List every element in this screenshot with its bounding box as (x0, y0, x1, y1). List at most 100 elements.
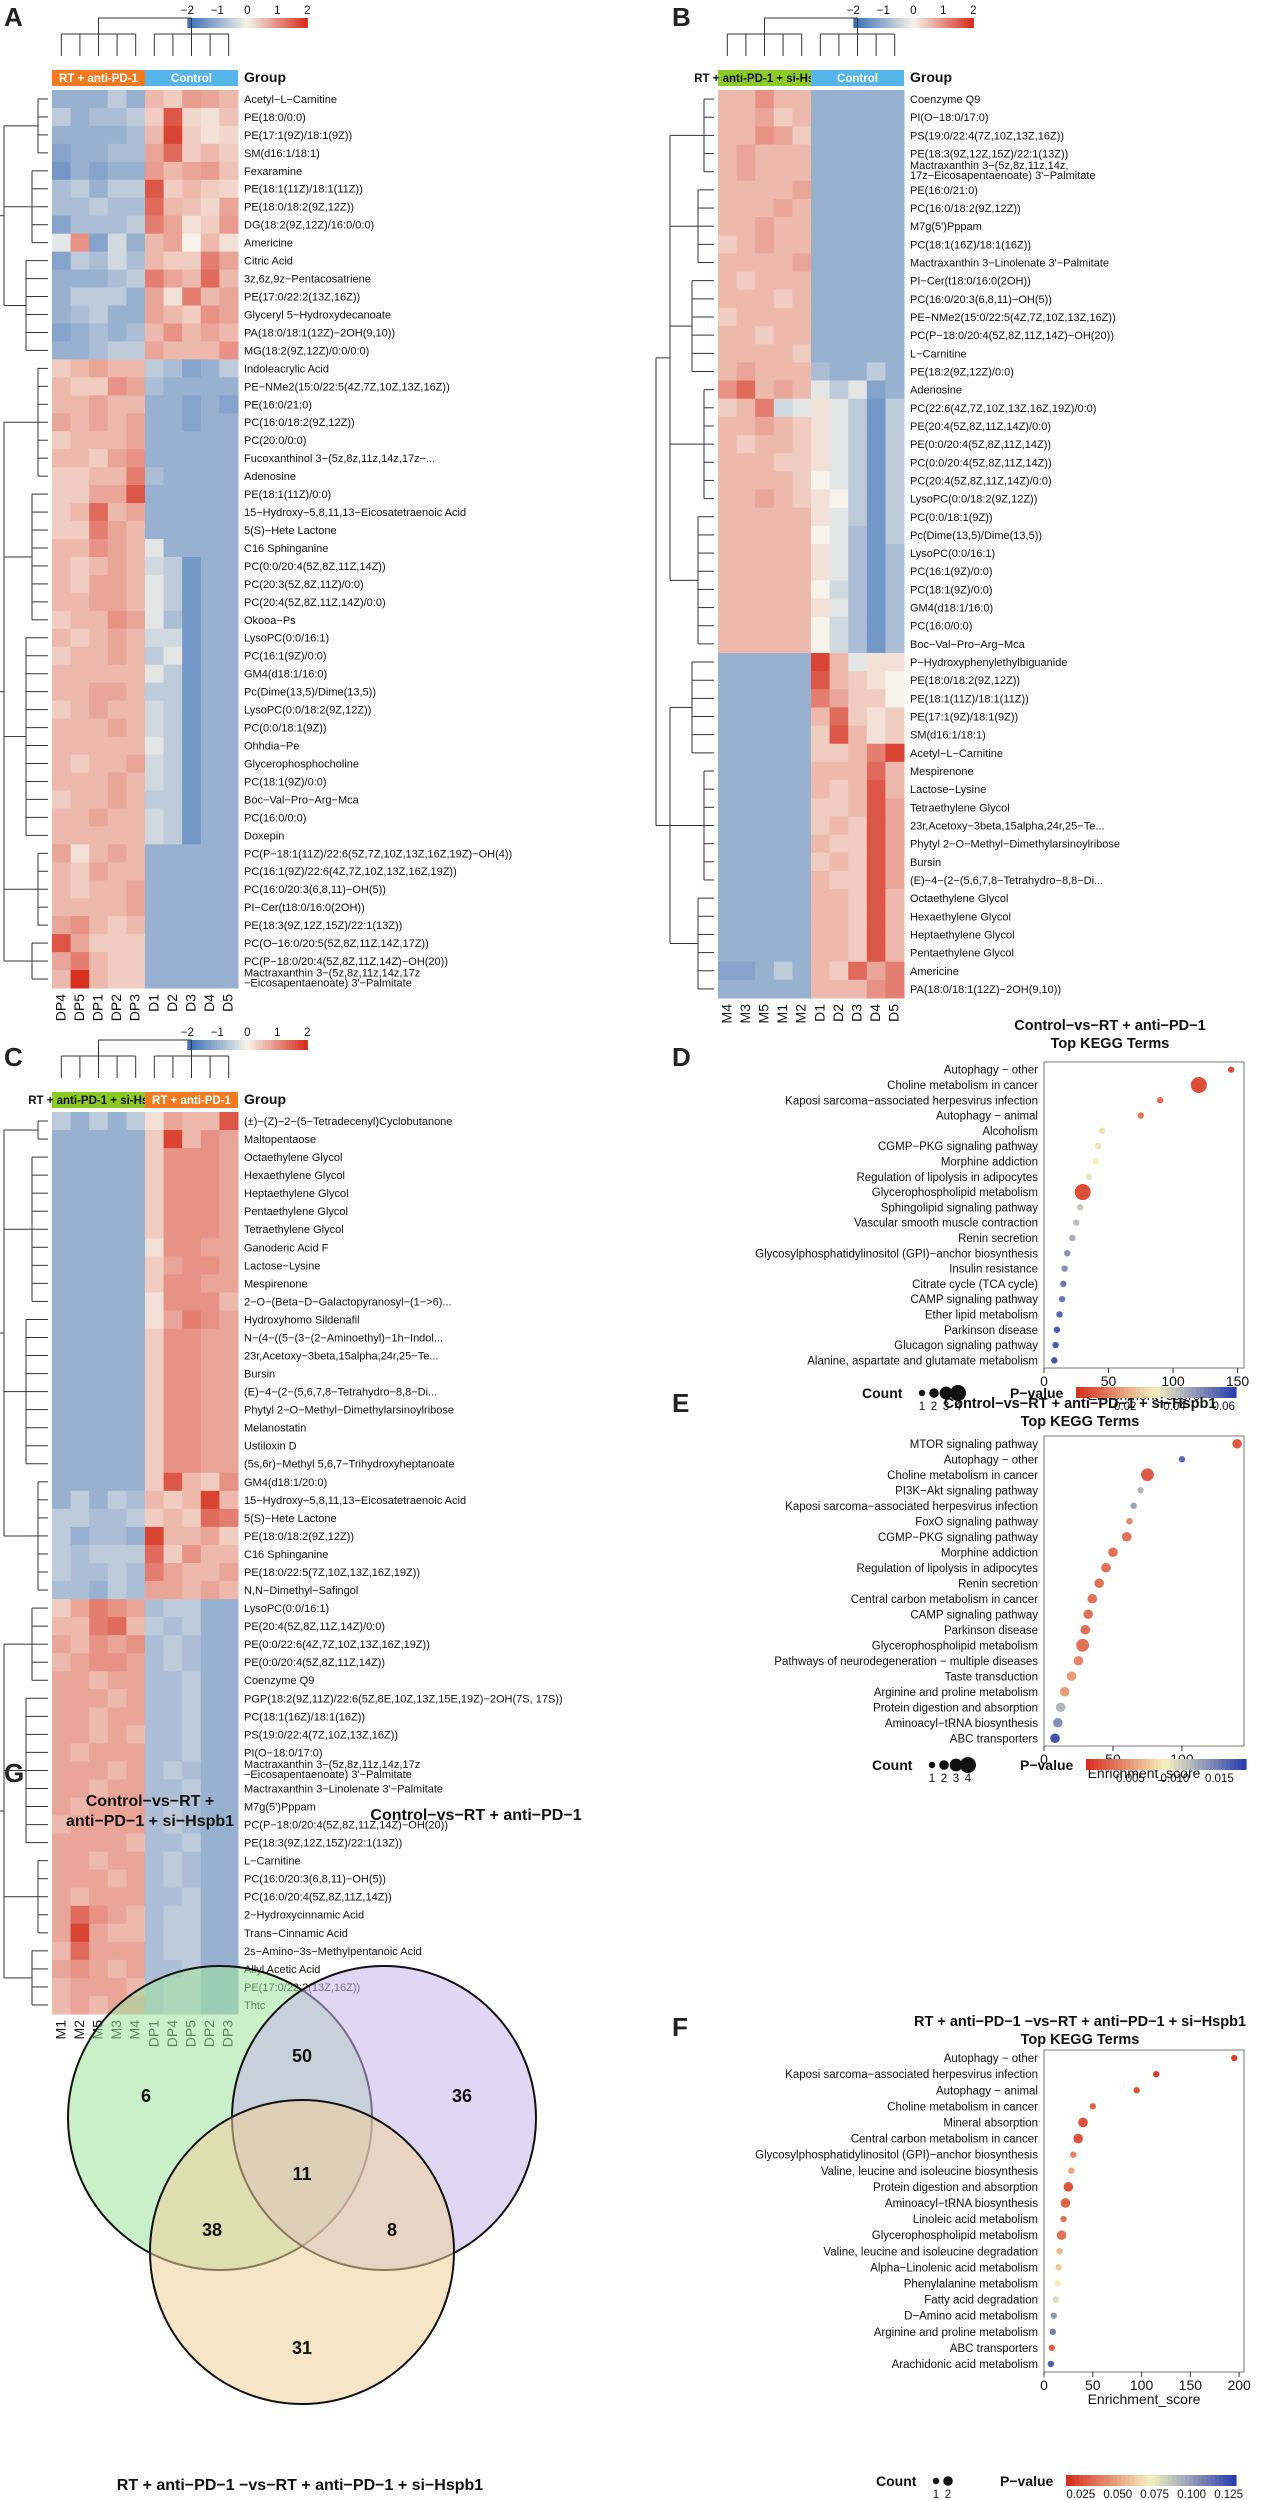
legend-gradient-step (232, 1040, 236, 1050)
venn-region-abc: 11 (292, 2164, 311, 2184)
heatmap-cell (811, 507, 831, 527)
heatmap-cell (219, 592, 239, 612)
heatmap-cell (200, 952, 220, 971)
heatmap-cell (52, 916, 72, 935)
heatmap-cell (848, 126, 868, 145)
heatmap-cell (219, 826, 239, 845)
heatmap-cell (182, 1112, 202, 1131)
heatmap-cell (145, 179, 165, 199)
heatmap-cell (126, 485, 146, 504)
heatmap-cell (163, 1418, 183, 1438)
data-point (1087, 1593, 1098, 1604)
pvalue-gradient-step (1084, 1387, 1089, 1398)
heatmap-cell (200, 916, 220, 935)
heatmap-cell (182, 1941, 202, 1961)
pvalue-gradient-step (1172, 2475, 1178, 2486)
heatmap-cell (107, 1833, 127, 1853)
heatmap-cell (70, 1148, 90, 1167)
row-label: PC(20:4(5Z,8Z,11Z,14Z)/0:0) (244, 597, 386, 609)
pvalue-legend-tick: 0.04 (1163, 1401, 1186, 1413)
heatmap-cell (736, 870, 756, 890)
pvalue-gradient-step (1226, 1759, 1231, 1770)
heatmap-cell (848, 271, 868, 291)
category-label: Protein digestion and absorption (873, 2182, 1038, 2194)
heatmap-cell (219, 1400, 239, 1420)
row-label: PS(19:0/22:4(7Z,10Z,13Z,16Z)) (244, 1729, 398, 1741)
heatmap-cell (182, 1526, 202, 1546)
data-point (1126, 1518, 1133, 1525)
data-point (1108, 1547, 1118, 1558)
kegg-dotplot-f: RT + anti−PD−1 −vs−RT + anti−PD−1 + si−H… (755, 2014, 1251, 2500)
legend-tick: 1 (274, 1027, 280, 1039)
pvalue-gradient-step (1206, 2475, 1212, 2486)
column-label: D5 (220, 994, 236, 1012)
heatmap-cell (885, 271, 905, 291)
heatmap-cell (163, 1617, 183, 1636)
heatmap-cell (773, 162, 793, 182)
panel-label-c: C (4, 1042, 23, 1072)
legend-tick: 2 (304, 5, 310, 17)
heatmap-cell (736, 180, 756, 200)
column-label: DP2 (108, 994, 124, 1021)
heatmap-cell (219, 233, 239, 253)
heatmap-cell (89, 1761, 109, 1780)
heatmap-cell (773, 489, 793, 509)
heatmap-cell (736, 671, 756, 690)
heatmap-cell (848, 144, 868, 164)
heatmap-cell (145, 161, 165, 181)
heatmap-cell (200, 305, 220, 324)
heatmap-cell (718, 816, 738, 836)
heatmap-cell (182, 179, 202, 199)
count-legend-dot (939, 1386, 953, 1400)
chart-subtitle: Top KEGG Terms (1021, 2032, 1140, 2048)
heatmap-cell (848, 525, 868, 545)
heatmap-cell (163, 107, 183, 127)
heatmap-legend: −2 −1 0 1 2 (181, 5, 311, 28)
pvalue-gradient-step (1086, 1759, 1091, 1770)
data-point (1060, 2215, 1067, 2223)
panel-label-d: D (672, 1042, 691, 1072)
heatmap-cell (126, 646, 146, 666)
category-label: ABC transporters (950, 1733, 1038, 1745)
heatmap-cell (145, 898, 165, 917)
heatmap-cell (755, 435, 775, 454)
heatmap-cell (200, 233, 220, 253)
pvalue-gradient-step (1144, 1387, 1149, 1398)
heatmap-cell (200, 556, 220, 576)
row-label: Acetyl−L−Carnitine (910, 748, 1003, 760)
heatmap-cell (866, 435, 886, 454)
heatmap-cell (52, 772, 72, 791)
category-label: Valine, leucine and isoleucine degradati… (823, 2246, 1038, 2258)
pvalue-gradient-step (1140, 1387, 1145, 1398)
heatmap-cell (885, 925, 905, 945)
heatmap-cell (126, 341, 146, 360)
row-label: SM(d16:1/18:1) (910, 730, 986, 742)
heatmap-cell (52, 1166, 72, 1185)
heatmap-cell (182, 1310, 202, 1329)
pvalue-gradient-step (1220, 1387, 1225, 1398)
category-label: Arachidonic acid metabolism (892, 2359, 1038, 2371)
heatmap-cell (866, 925, 886, 945)
heatmap-cell (811, 907, 831, 926)
heatmap-cell (163, 1869, 183, 1889)
heatmap-cell (718, 889, 738, 908)
row-label: Acetyl−L−Carnitine (244, 94, 337, 106)
heatmap-cell (829, 870, 849, 890)
heatmap-cell (70, 503, 90, 522)
row-label: PI−Cer(t18:0/16:0(2OH)) (244, 902, 365, 914)
count-legend-label: 1 (919, 1401, 925, 1413)
heatmap-cell (145, 1851, 165, 1871)
legend-tick: 1 (274, 5, 280, 17)
row-label: PE(17:1(9Z)/18:1(9Z)) (244, 130, 352, 142)
data-point (1060, 2198, 1071, 2208)
heatmap-cell (182, 826, 202, 845)
heatmap-cell (107, 215, 127, 235)
heatmap-cell (219, 341, 239, 360)
heatmap-cell (145, 1905, 165, 1925)
group-bar-label: Control (837, 73, 878, 85)
heatmap-cell (182, 1887, 202, 1907)
heatmap-cell (107, 1328, 127, 1348)
data-point (1066, 1671, 1077, 1682)
heatmap-cell (107, 736, 127, 756)
